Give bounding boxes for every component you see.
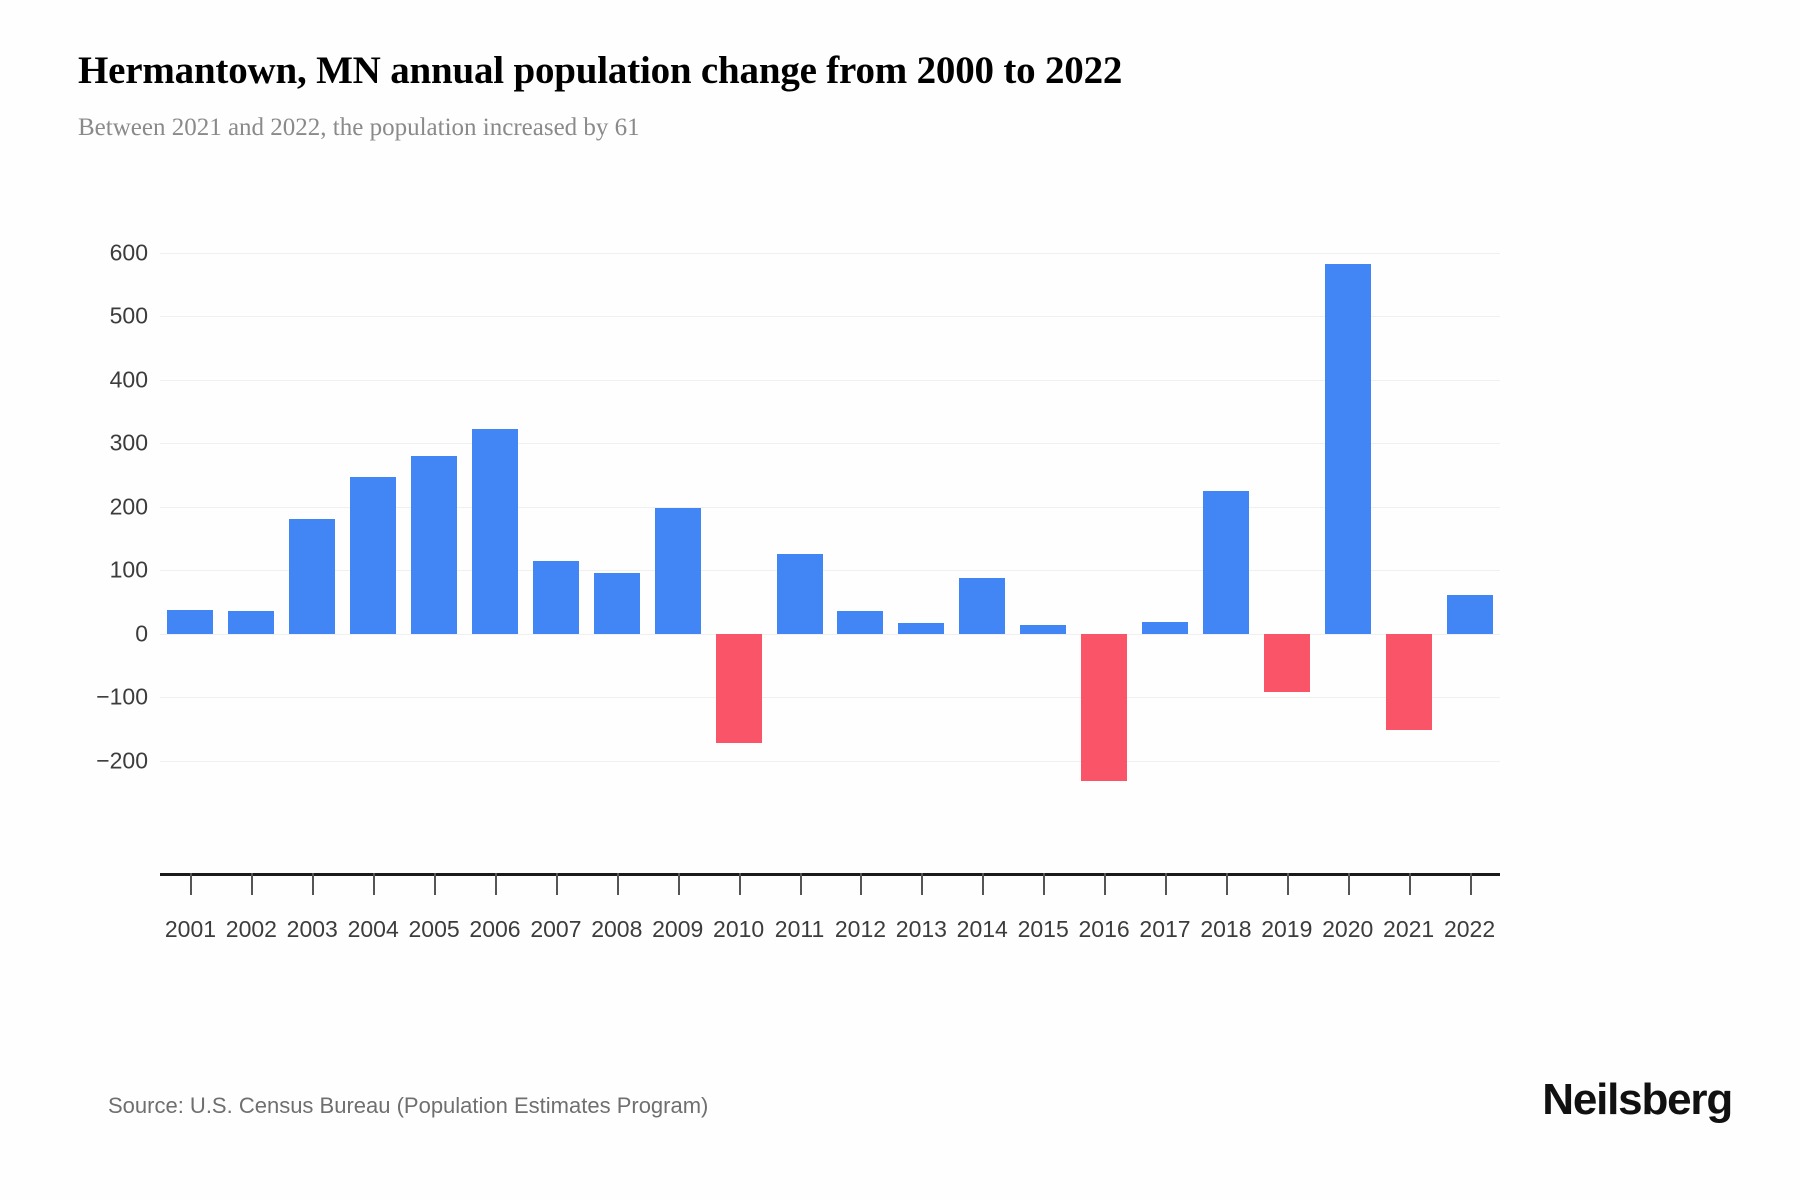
x-axis-tick: [1165, 873, 1167, 895]
bar-2018[interactable]: [1202, 490, 1249, 634]
x-axis-tick-label: 2014: [956, 916, 1008, 942]
x-axis-tick: [1104, 873, 1107, 895]
x-axis-tick: [1347, 873, 1350, 895]
chart-subtitle: Between 2021 and 2022, the population in…: [78, 113, 640, 141]
bar-2022[interactable]: [1446, 594, 1493, 634]
bar-2001[interactable]: [167, 609, 214, 634]
x-axis-tick: [1408, 873, 1411, 895]
bar-2009[interactable]: [654, 507, 701, 634]
gridline: [160, 316, 1500, 318]
x-axis-tick: [1286, 873, 1289, 895]
x-axis-tick-label: 2002: [225, 916, 277, 942]
y-axis-tick-label: 0: [135, 620, 148, 647]
x-axis-tick-label: 2018: [1200, 916, 1252, 942]
bar-2019[interactable]: [1263, 633, 1310, 693]
chart-header: Hermantown, MN annual population change …: [78, 48, 1740, 143]
y-axis-tick-label: −200: [96, 747, 148, 774]
x-axis-tick: [921, 873, 924, 895]
x-axis-tick: [373, 873, 376, 895]
plot-canvas: [160, 240, 1500, 786]
gridline: [160, 506, 1500, 508]
x-axis-tick-label: 2005: [408, 916, 460, 942]
x-axis-tick: [616, 873, 619, 895]
x-axis-tick-label: 2012: [834, 916, 887, 942]
x-axis-tick: [799, 873, 802, 895]
y-axis-tick-label: 300: [109, 429, 148, 456]
y-axis-tick-label: −100: [96, 683, 148, 710]
bar-2007[interactable]: [532, 560, 579, 634]
gridline: [160, 443, 1500, 445]
x-axis-tick-label: 2007: [530, 916, 582, 942]
y-axis-tick-label: 200: [109, 493, 148, 520]
bar-2003[interactable]: [289, 518, 336, 634]
x-axis-tick: [738, 873, 741, 895]
page-title: Hermantown, MN annual population change …: [78, 49, 1123, 92]
bar-2021[interactable]: [1385, 633, 1432, 731]
x-axis-tick-label: 2013: [895, 916, 947, 942]
bar-2005[interactable]: [411, 455, 458, 634]
x-axis-tick: [495, 873, 497, 895]
bar-2012[interactable]: [837, 611, 884, 634]
y-axis-tick-label: 600: [109, 239, 148, 266]
bar-2020[interactable]: [1324, 264, 1371, 634]
x-axis-tick-label: 2022: [1443, 916, 1496, 942]
x-axis-tick: [251, 873, 254, 895]
bar-2002[interactable]: [228, 611, 275, 634]
x-axis-tick-label: 2008: [591, 916, 643, 942]
bar-2006[interactable]: [472, 429, 518, 634]
x-axis-tick: [1043, 873, 1046, 895]
x-axis-tick: [190, 873, 193, 895]
x-axis-tick-label: 2016: [1078, 916, 1130, 942]
x-axis-tick-label: 2001: [164, 916, 217, 942]
y-axis-tick-label: 100: [109, 556, 148, 583]
gridline: [160, 379, 1500, 381]
gridline: [160, 570, 1500, 572]
bar-2004[interactable]: [350, 476, 397, 634]
x-axis-tick: [1469, 873, 1472, 895]
bar-series: [160, 240, 1500, 786]
x-axis-tick-label: 2019: [1261, 916, 1313, 942]
x-axis-tick-label: 2009: [652, 916, 704, 942]
gridline: [160, 633, 1500, 635]
x-axis-tick-label: 2006: [469, 916, 521, 942]
x-axis-tick-label: 2020: [1322, 916, 1374, 942]
bar-2010[interactable]: [715, 633, 762, 744]
bar-2017[interactable]: [1142, 622, 1188, 634]
x-axis-tick-label: 2003: [286, 916, 338, 942]
x-axis-tick-label: 2004: [347, 916, 399, 942]
y-axis-tick-label: 500: [109, 302, 148, 329]
x-axis-tick: [1225, 873, 1228, 895]
bar-2011[interactable]: [776, 554, 823, 634]
bar-2016[interactable]: [1081, 633, 1128, 781]
x-axis-tick: [312, 873, 315, 895]
x-axis-tick-label: 2017: [1139, 916, 1191, 942]
x-axis-tick: [434, 873, 437, 895]
x-axis-tick: [982, 873, 985, 895]
y-axis-labels: 600 500 400 300 200 100 0 −100 −200: [0, 239, 148, 786]
bar-2013[interactable]: [898, 623, 945, 634]
brand-logo: Neilsberg: [1542, 1075, 1733, 1124]
x-axis-tick: [677, 873, 680, 895]
x-axis-tick: [860, 873, 863, 895]
bar-2015[interactable]: [1020, 624, 1067, 634]
source-note: Source: U.S. Census Bureau (Population E…: [108, 1093, 709, 1118]
x-axis-tick-label: 2021: [1383, 916, 1435, 942]
gridline: [160, 252, 1500, 254]
gridline: [160, 760, 1500, 762]
bar-2014[interactable]: [959, 578, 1006, 634]
bar-2008[interactable]: [593, 573, 640, 634]
x-axis-line: [160, 873, 1500, 876]
gridline: [160, 697, 1500, 699]
x-axis-tick-label: 2011: [774, 916, 825, 942]
x-axis-tick-label: 2015: [1017, 916, 1069, 942]
x-axis-tick: [555, 873, 558, 895]
y-axis-tick-label: 400: [109, 366, 148, 393]
x-axis-tick-label: 2010: [713, 916, 765, 942]
